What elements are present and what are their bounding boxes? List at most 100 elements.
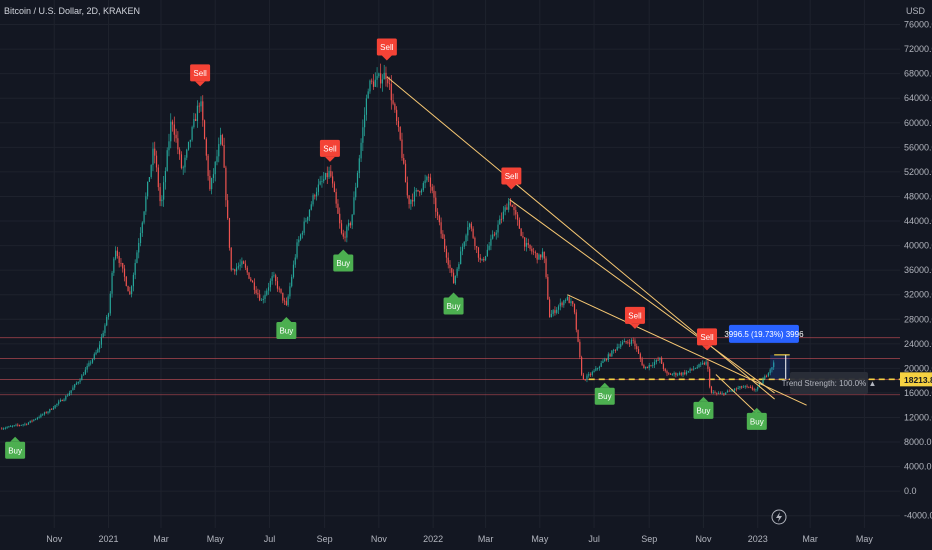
candle-up [566, 296, 568, 301]
candle-down [175, 134, 177, 139]
candle-up [239, 264, 241, 267]
candle-down [227, 200, 229, 219]
candle-up [74, 384, 76, 388]
candle-down [17, 424, 19, 426]
candle-up [410, 199, 412, 205]
lightning-icon[interactable] [771, 509, 787, 525]
time-tick-label: Mar [478, 534, 494, 544]
candle-up [490, 238, 492, 246]
sell-signal-pointer [702, 345, 713, 351]
candle-down [205, 139, 207, 156]
candle-up [630, 339, 633, 344]
candle-down [728, 390, 730, 392]
candle-down [177, 138, 179, 150]
candle-down [431, 186, 433, 191]
candle-down [1, 428, 3, 430]
candle-up [191, 127, 193, 140]
candle-down [554, 310, 556, 313]
candle-down [714, 392, 716, 394]
candle-down [625, 341, 627, 343]
trendline [509, 199, 775, 394]
candlestick-series [1, 63, 775, 430]
candle-down [234, 269, 236, 272]
candle-up [422, 183, 424, 191]
candle-down [244, 263, 247, 268]
candle-up [557, 306, 560, 310]
candle-up [47, 411, 49, 413]
candle-down [198, 105, 200, 107]
candle-up [8, 426, 10, 428]
time-axis[interactable]: Nov 2021 Mar May Jul Sep Nov 2022 Mar May Jul Sep No… [0, 528, 932, 550]
candle-down [741, 386, 743, 388]
candle-down [349, 223, 351, 226]
candle-up [648, 365, 650, 368]
buy-signal-badge [693, 401, 714, 419]
candle-up [131, 286, 133, 295]
candle-up [298, 239, 300, 243]
candle-down [589, 374, 592, 376]
candle-up [355, 187, 357, 198]
candle-up [143, 211, 145, 223]
buy-signal-pointer [599, 382, 610, 388]
candle-up [458, 264, 460, 269]
candle-up [321, 181, 323, 182]
price-tick-label: 52000.0 [904, 167, 932, 177]
candle-down [723, 393, 725, 395]
candle-down [483, 258, 485, 261]
price-tick-label: 8000.0 [904, 437, 932, 447]
candle-up [273, 275, 275, 277]
candle-down [283, 300, 286, 302]
candle-up [673, 372, 675, 375]
candle-down [202, 101, 204, 121]
candle-up [550, 313, 552, 318]
candle-up [481, 258, 483, 260]
candle-up [82, 374, 85, 376]
candle-up [241, 261, 243, 265]
candle-up [678, 372, 681, 375]
candle-down [582, 374, 584, 380]
candle-up [570, 301, 572, 304]
candle-down [451, 268, 453, 273]
candle-up [63, 399, 65, 401]
measurement-label-box [728, 324, 799, 343]
candle-up [100, 337, 102, 345]
candle-up [163, 182, 165, 200]
candle-up [287, 296, 289, 305]
buy-signal-badge [594, 387, 615, 405]
buy-signal-label: Buy [279, 327, 293, 336]
candle-down [26, 423, 28, 425]
candle-up [161, 199, 163, 202]
candle-down [531, 248, 533, 252]
candle-up [294, 257, 296, 265]
candle-up [70, 390, 72, 393]
candle-up [86, 365, 88, 370]
candle-down [385, 72, 387, 80]
candle-up [611, 350, 613, 357]
candle-up [525, 242, 528, 247]
candle-down [753, 389, 755, 391]
candle-up [701, 363, 704, 364]
candle-up [591, 372, 593, 375]
candle-up [488, 245, 490, 250]
time-tick-label: Nov [46, 534, 63, 544]
candle-up [136, 252, 138, 263]
candle-up [216, 156, 218, 162]
candle-up [461, 246, 464, 252]
price-tick-label: 32000.0 [904, 290, 932, 300]
price-axis-background [900, 0, 932, 550]
candle-up [504, 207, 506, 212]
candle-up [90, 362, 92, 364]
candle-down [440, 222, 442, 234]
candle-down [127, 286, 129, 292]
candle-down [282, 292, 284, 301]
candle-up [655, 359, 657, 363]
candle-down [534, 252, 536, 254]
candle-up [312, 195, 314, 205]
candle-up [739, 386, 741, 388]
candle-up [742, 386, 745, 388]
candle-down [532, 251, 535, 253]
candle-up [618, 346, 620, 348]
price-axis[interactable]: 76000.0 72000.0 68000.0 64000.0 60000.0 56000… [900, 0, 932, 550]
candle-down [50, 408, 53, 410]
